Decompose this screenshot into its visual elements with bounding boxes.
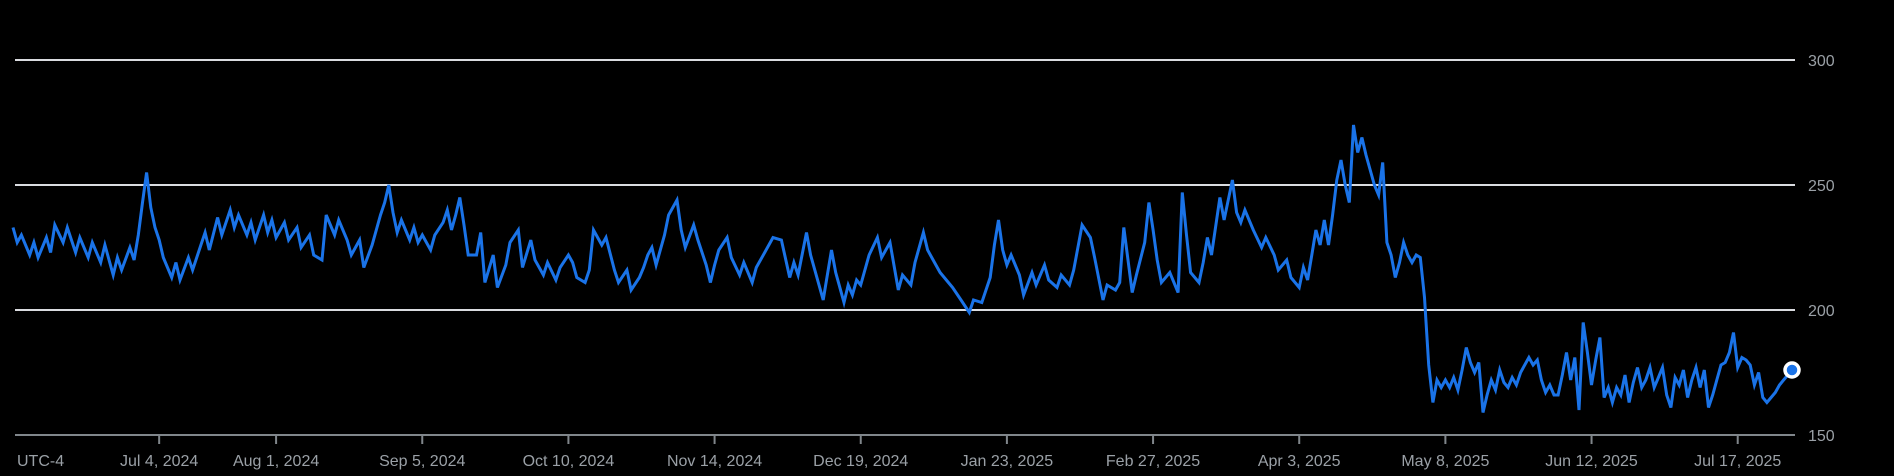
x-axis-label: Jul 4, 2024	[120, 453, 198, 470]
x-axis-label: Jan 23, 2025	[961, 453, 1054, 470]
timezone-label: UTC-4	[17, 453, 64, 470]
x-axis-label: Apr 3, 2025	[1258, 453, 1341, 470]
x-axis-label: Nov 14, 2024	[667, 453, 762, 470]
x-axis	[158, 435, 1739, 444]
x-axis-label: Sep 5, 2024	[379, 453, 465, 470]
x-axis-label: May 8, 2025	[1401, 453, 1489, 470]
y-axis-label: 200	[1808, 303, 1835, 320]
x-axis-label: Jun 12, 2025	[1545, 453, 1638, 470]
y-axis-labels: 150 200 250 300	[1808, 53, 1835, 445]
latest-price-marker	[1783, 361, 1801, 379]
price-line	[11, 124, 1794, 413]
x-axis-label: Jul 17, 2025	[1694, 453, 1781, 470]
y-axis-label: 150	[1808, 428, 1835, 445]
x-axis-label: Aug 1, 2024	[233, 453, 319, 470]
gridlines	[15, 59, 1795, 436]
x-axis-label: Oct 10, 2024	[523, 453, 615, 470]
x-axis-labels: Jul 4, 2024 Aug 1, 2024 Sep 5, 2024 Oct 10,…	[120, 453, 1781, 470]
y-axis-label: 250	[1808, 178, 1835, 195]
y-axis-label: 300	[1808, 53, 1835, 70]
x-axis-label: Feb 27, 2025	[1106, 453, 1200, 470]
x-axis-label: Dec 19, 2024	[813, 453, 908, 470]
